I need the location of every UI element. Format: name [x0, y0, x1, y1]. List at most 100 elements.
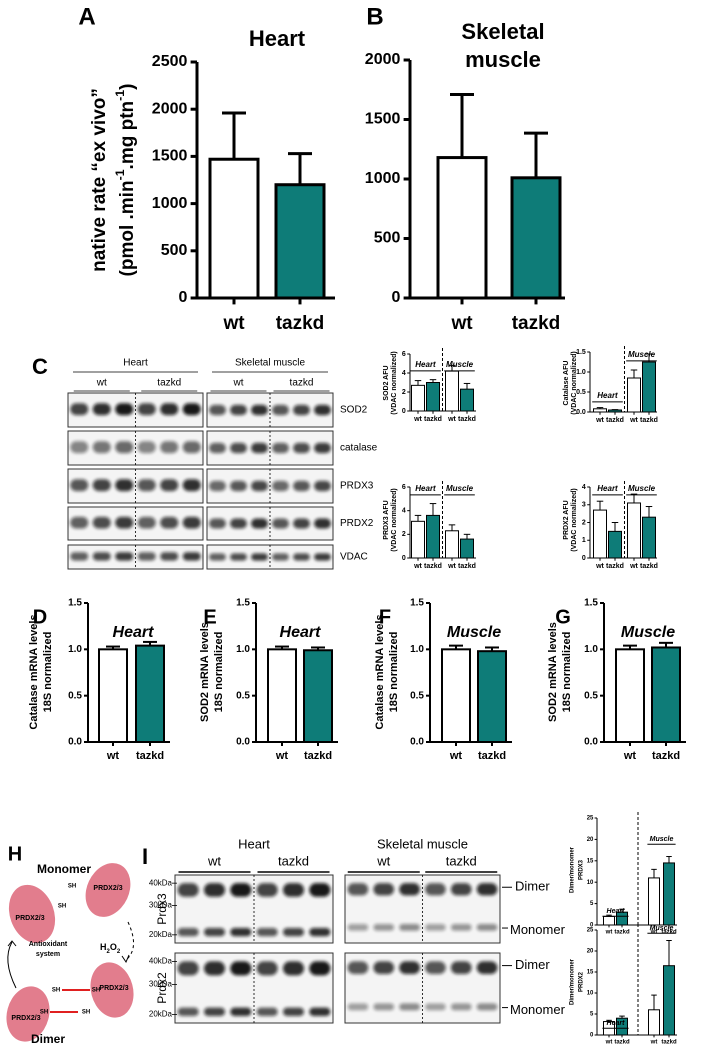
blot-band	[209, 404, 226, 416]
x-tick-label: tazkd	[458, 563, 476, 570]
blot-band	[272, 442, 289, 454]
y-axis-label-part: -1	[113, 90, 127, 101]
panel-letter: A	[78, 3, 95, 30]
y-tick-label: 4	[582, 484, 586, 491]
y-axis-label: Catalase mRNA levels	[374, 614, 386, 729]
bar	[663, 965, 675, 1036]
blot-band	[272, 404, 289, 416]
x-tick-label: tazkd	[424, 416, 442, 423]
x-tick-label: wt	[629, 417, 638, 424]
mw-marker: 20kDa	[149, 1010, 173, 1019]
chart-title: Heart	[113, 624, 155, 641]
blot-band	[425, 923, 446, 931]
band-label: Monomer	[510, 1002, 566, 1017]
y-axis-label: PRDX2 AFU	[563, 500, 570, 539]
y-tick-label: 0.5	[584, 690, 598, 701]
y-tick-label: 1.0	[576, 369, 586, 376]
diagram-shapes	[6, 863, 134, 1042]
y-tick-label: 0	[402, 408, 406, 415]
y-tick-label: 1.5	[68, 598, 82, 609]
state-label: Monomer	[37, 862, 91, 876]
y-axis-label: (VDAC normalized)	[571, 488, 578, 551]
blot-band	[347, 1003, 369, 1011]
bar	[627, 377, 641, 413]
bar	[411, 384, 425, 412]
y-axis-label: (VDAC normalized)	[391, 351, 398, 414]
blot-band	[70, 403, 89, 416]
protein-label: PRDX2/3	[15, 915, 44, 922]
oxidant-label: H2O2	[100, 942, 121, 954]
y-axis-label: PRDX3 AFU	[383, 500, 390, 539]
x-tick-label: wt	[447, 416, 456, 423]
y-tick-label: 15	[587, 970, 594, 976]
x-tick-label: wt	[629, 563, 638, 570]
x-tick-label: tazkd	[640, 417, 658, 424]
chart-title: Muscle	[447, 624, 501, 641]
y-axis-label: PRDX2	[579, 971, 585, 992]
y-tick-label: 2000	[365, 51, 401, 68]
thiol-label: SH	[40, 1010, 48, 1016]
x-tick-label: wt	[623, 750, 637, 762]
x-tick-label: tazkd	[478, 750, 506, 762]
protein-shape	[90, 962, 134, 1018]
blot-band	[251, 480, 268, 492]
y-axis-label: Dimer/monomer	[570, 846, 576, 893]
y-tick-label: 0.0	[410, 737, 424, 748]
blot-band	[425, 883, 446, 896]
blot-band	[182, 441, 201, 454]
blot-band	[230, 442, 247, 454]
bar	[426, 514, 440, 559]
x-tick-label: wt	[650, 930, 658, 936]
group-label: Heart	[597, 391, 618, 400]
lane-label: wt	[96, 378, 107, 389]
chart-title: Skeletal	[461, 19, 544, 44]
chart-title: Heart	[280, 624, 322, 641]
chart-title: muscle	[465, 47, 541, 72]
y-axis-label: SOD2 AFU	[383, 365, 390, 400]
bar	[627, 502, 641, 559]
thiol-label: SH	[82, 1010, 90, 1016]
blot-band	[282, 883, 305, 897]
group-label: Muscle	[650, 836, 674, 843]
blot-band	[282, 928, 305, 937]
y-tick-label: 5	[590, 1012, 594, 1018]
blot-band	[92, 479, 111, 492]
blot-band	[256, 961, 278, 976]
y-tick-label: 4	[402, 370, 406, 377]
x-tick-label: tazkd	[136, 750, 164, 762]
blot-band	[137, 516, 156, 529]
y-axis-label: Catalase mRNA levels	[28, 614, 40, 729]
x-tick-label: wt	[650, 1040, 658, 1046]
oxidant-part: H	[100, 942, 107, 952]
arrow-head	[121, 954, 130, 964]
bar	[208, 157, 260, 300]
blot-band	[347, 961, 369, 974]
blot-band	[314, 480, 331, 492]
panel-letter: F	[379, 606, 391, 628]
bar	[663, 862, 675, 926]
blot-band	[160, 552, 179, 561]
blot-band	[476, 961, 498, 974]
blot-band	[209, 553, 226, 561]
group-label: Muscle	[628, 484, 656, 493]
lane-label: tazkd	[278, 853, 309, 868]
blot-band	[92, 441, 111, 454]
y-tick-label: 0.5	[68, 690, 82, 701]
blot-band	[203, 961, 226, 976]
lane-label: tazkd	[157, 378, 181, 389]
group-label: Heart	[607, 1020, 626, 1027]
blot-row-label: Prdx3	[155, 893, 169, 925]
blot-band	[251, 442, 268, 454]
y-tick-label: 10	[587, 880, 594, 886]
protein-shape	[8, 884, 56, 944]
arrow	[125, 921, 134, 961]
blot-group-label: Skeletal muscle	[235, 358, 305, 369]
x-tick-label: tazkd	[661, 1040, 677, 1046]
bar	[303, 649, 333, 744]
protein-label: VDAC	[340, 552, 368, 563]
bar	[608, 530, 622, 559]
y-tick-label: 10	[587, 991, 594, 997]
blot-band	[230, 404, 247, 416]
bar	[98, 648, 128, 743]
